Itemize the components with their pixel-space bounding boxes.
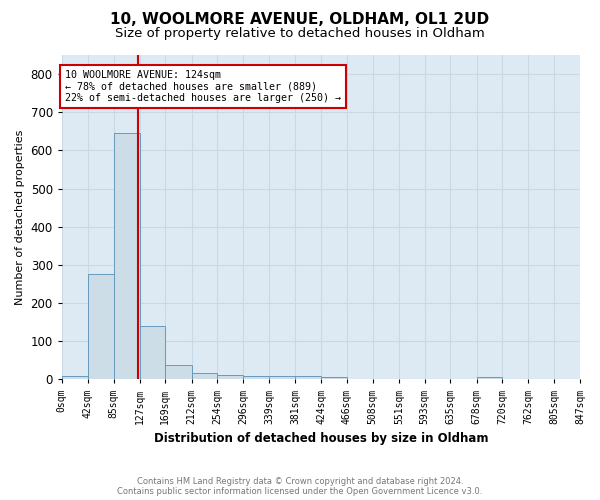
Bar [269, 376, 295, 380]
X-axis label: Distribution of detached houses by size in Oldham: Distribution of detached houses by size … [154, 432, 488, 445]
Text: 10 WOOLMORE AVENUE: 124sqm
← 78% of detached houses are smaller (889)
22% of sem: 10 WOOLMORE AVENUE: 124sqm ← 78% of deta… [65, 70, 341, 104]
Bar [295, 376, 321, 380]
Bar [243, 376, 269, 380]
Bar [191, 372, 217, 380]
Bar [114, 133, 140, 380]
Bar [165, 365, 191, 380]
Bar [62, 376, 88, 380]
Bar [476, 377, 502, 380]
Bar [321, 378, 347, 380]
Text: Contains HM Land Registry data © Crown copyright and database right 2024.
Contai: Contains HM Land Registry data © Crown c… [118, 476, 482, 496]
Text: Size of property relative to detached houses in Oldham: Size of property relative to detached ho… [115, 28, 485, 40]
Text: 10, WOOLMORE AVENUE, OLDHAM, OL1 2UD: 10, WOOLMORE AVENUE, OLDHAM, OL1 2UD [110, 12, 490, 28]
Bar [140, 326, 165, 380]
Bar [88, 274, 114, 380]
Bar [217, 375, 243, 380]
Y-axis label: Number of detached properties: Number of detached properties [15, 130, 25, 305]
